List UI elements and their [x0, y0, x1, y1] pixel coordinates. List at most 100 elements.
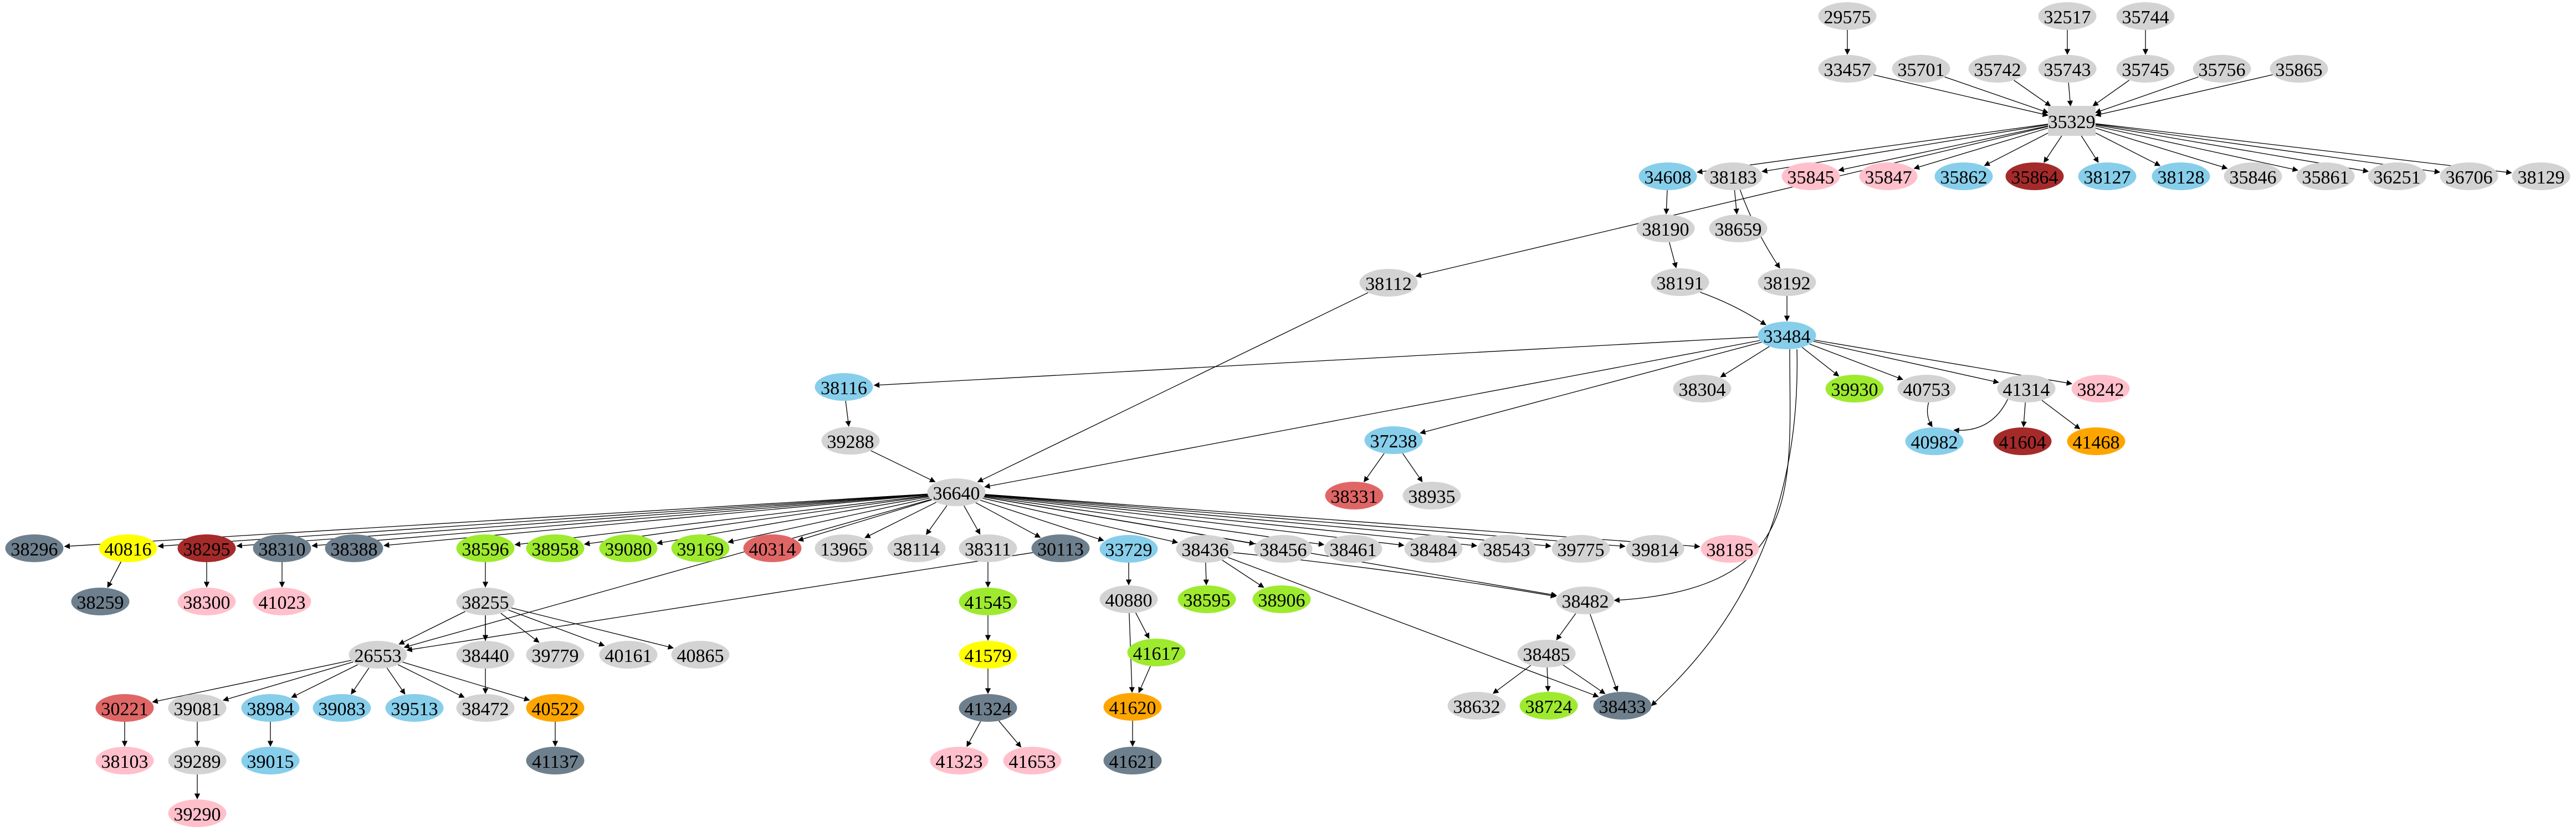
svg-text:41604: 41604: [1999, 432, 2046, 453]
svg-text:38461: 38461: [1330, 540, 1377, 560]
svg-text:13965: 13965: [821, 539, 868, 560]
svg-text:35845: 35845: [1788, 167, 1835, 188]
svg-text:41620: 41620: [1109, 698, 1156, 718]
svg-text:38185: 38185: [1707, 540, 1754, 560]
svg-text:38255: 38255: [462, 593, 509, 613]
svg-text:35745: 35745: [2122, 60, 2169, 80]
svg-text:35861: 35861: [2302, 167, 2349, 188]
svg-text:38116: 38116: [821, 378, 867, 399]
svg-text:39930: 39930: [1831, 380, 1878, 400]
svg-text:41323: 41323: [936, 752, 983, 772]
svg-text:41653: 41653: [1009, 752, 1056, 772]
svg-text:38440: 38440: [462, 646, 509, 666]
svg-text:38632: 38632: [1453, 697, 1500, 717]
svg-text:38191: 38191: [1657, 273, 1704, 294]
svg-text:41545: 41545: [965, 593, 1012, 613]
svg-text:40753: 40753: [1903, 380, 1950, 400]
svg-text:38596: 38596: [462, 539, 509, 560]
svg-text:35701: 35701: [1898, 60, 1945, 80]
svg-text:38724: 38724: [1525, 697, 1573, 717]
svg-text:38129: 38129: [2518, 167, 2565, 188]
svg-text:40522: 40522: [532, 699, 579, 720]
svg-text:38295: 38295: [183, 539, 231, 560]
svg-text:41314: 41314: [2003, 380, 2050, 400]
svg-text:38114: 38114: [893, 539, 940, 560]
svg-text:40816: 40816: [105, 539, 152, 560]
svg-text:38311: 38311: [965, 539, 1011, 560]
svg-text:41579: 41579: [965, 646, 1012, 666]
svg-text:39169: 39169: [677, 539, 724, 560]
svg-text:40982: 40982: [1911, 432, 1958, 453]
svg-text:39779: 39779: [532, 646, 579, 666]
svg-text:34608: 34608: [1645, 167, 1692, 188]
svg-text:41468: 41468: [2073, 432, 2120, 453]
svg-text:35847: 35847: [1865, 167, 1912, 188]
svg-text:38935: 38935: [1409, 487, 1456, 507]
svg-text:26553: 26553: [355, 646, 402, 666]
svg-text:38331: 38331: [1331, 487, 1378, 507]
svg-text:38484: 38484: [1410, 540, 1457, 560]
svg-text:41617: 41617: [1133, 644, 1180, 664]
svg-text:38958: 38958: [532, 539, 579, 560]
svg-text:37238: 37238: [1370, 431, 1417, 452]
svg-text:39775: 39775: [1558, 540, 1605, 560]
svg-text:35862: 35862: [1940, 167, 1988, 188]
svg-text:41621: 41621: [1109, 752, 1156, 772]
svg-text:33457: 33457: [1824, 60, 1871, 80]
svg-text:35329: 35329: [2048, 112, 2096, 132]
svg-text:35756: 35756: [2199, 60, 2246, 80]
svg-text:38310: 38310: [259, 539, 306, 560]
svg-text:36640: 36640: [933, 483, 980, 504]
svg-text:35743: 35743: [2044, 60, 2091, 80]
svg-text:29575: 29575: [1824, 7, 1871, 28]
svg-text:38472: 38472: [462, 699, 509, 720]
svg-text:35864: 35864: [2011, 167, 2058, 188]
svg-text:39814: 39814: [1632, 540, 1679, 560]
svg-text:38259: 38259: [77, 593, 124, 613]
svg-text:41324: 41324: [965, 699, 1012, 720]
svg-text:38485: 38485: [1523, 645, 1570, 665]
svg-text:39513: 39513: [391, 699, 438, 720]
svg-text:32517: 32517: [2044, 7, 2091, 28]
svg-text:38388: 38388: [331, 539, 378, 560]
svg-text:35865: 35865: [2276, 60, 2323, 80]
svg-text:38128: 38128: [2158, 167, 2205, 188]
svg-text:33729: 33729: [1105, 540, 1153, 560]
svg-text:39288: 39288: [827, 432, 874, 452]
svg-text:30113: 30113: [1037, 539, 1084, 560]
svg-text:39083: 39083: [319, 699, 366, 720]
svg-text:39289: 39289: [174, 752, 221, 772]
svg-text:40161: 40161: [605, 646, 652, 666]
svg-text:38127: 38127: [2084, 167, 2131, 188]
svg-text:35846: 35846: [2230, 167, 2277, 188]
svg-text:38482: 38482: [1562, 592, 1609, 612]
svg-text:38296: 38296: [11, 539, 58, 560]
svg-text:38112: 38112: [1365, 274, 1412, 294]
svg-text:35744: 35744: [2122, 7, 2169, 28]
svg-text:38103: 38103: [101, 752, 148, 772]
svg-text:38304: 38304: [1679, 380, 1726, 400]
svg-text:38436: 38436: [1182, 540, 1229, 560]
svg-text:40880: 40880: [1105, 590, 1153, 611]
svg-text:41137: 41137: [532, 752, 578, 772]
svg-text:39081: 39081: [174, 699, 221, 720]
svg-text:40314: 40314: [749, 539, 796, 560]
svg-text:39290: 39290: [174, 804, 221, 825]
svg-text:41023: 41023: [259, 593, 306, 613]
svg-text:36251: 36251: [2374, 167, 2421, 188]
svg-text:38595: 38595: [1184, 590, 1231, 611]
svg-text:38242: 38242: [2077, 380, 2124, 400]
svg-text:38192: 38192: [1764, 273, 1811, 294]
svg-text:36706: 36706: [2446, 167, 2493, 188]
svg-text:38300: 38300: [183, 593, 231, 613]
svg-text:40865: 40865: [677, 646, 724, 666]
svg-text:39080: 39080: [605, 539, 652, 560]
svg-text:38984: 38984: [247, 699, 294, 720]
svg-text:38659: 38659: [1715, 220, 1762, 240]
svg-text:38906: 38906: [1258, 590, 1305, 611]
svg-text:38456: 38456: [1260, 540, 1307, 560]
svg-text:33484: 33484: [1764, 327, 1811, 347]
svg-text:38190: 38190: [1642, 220, 1689, 240]
svg-text:38433: 38433: [1599, 697, 1646, 717]
svg-text:30221: 30221: [101, 699, 148, 720]
